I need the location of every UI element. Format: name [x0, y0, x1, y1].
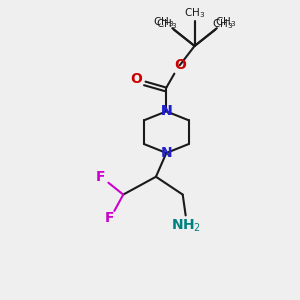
Text: O: O	[131, 72, 142, 86]
Text: N: N	[160, 146, 172, 160]
Text: N: N	[160, 104, 172, 118]
Text: CH$_3$: CH$_3$	[212, 17, 233, 31]
Text: N: N	[160, 104, 172, 118]
Text: NH$_2$: NH$_2$	[171, 218, 201, 234]
Text: CH$_3$: CH$_3$	[215, 15, 236, 28]
Text: F: F	[96, 170, 106, 184]
Text: CH$_3$: CH$_3$	[184, 6, 205, 20]
Text: F: F	[105, 212, 115, 225]
Text: CH$_3$: CH$_3$	[156, 17, 177, 31]
Text: CH$_3$: CH$_3$	[153, 15, 174, 28]
Text: O: O	[174, 58, 186, 72]
